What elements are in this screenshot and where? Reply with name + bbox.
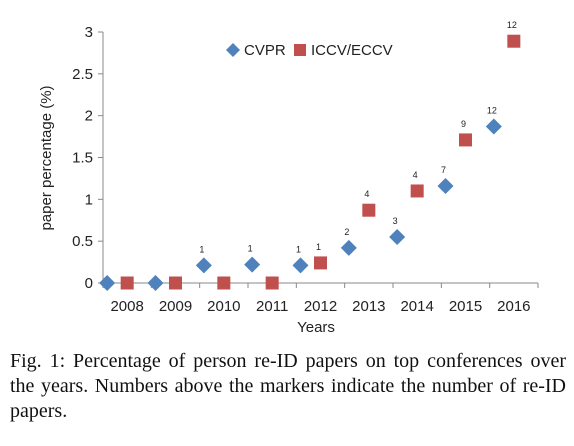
x-tick-label: 2011 (256, 298, 288, 315)
iccv-eccv-count-label: 4 (364, 189, 369, 199)
x-tick-labels: 2008 2009 2010 2011 2012 2013 2014 2015 2016 (110, 298, 530, 315)
legend-cvpr-marker (226, 43, 240, 57)
chart: 00.511.522.53 2008 2009 2010 2011 2012 2013 20… (38, 20, 539, 336)
iccv-eccv-marker (265, 276, 279, 290)
iccv-eccv-count-label: 12 (507, 20, 517, 30)
data-marks (99, 34, 521, 291)
cvpr-count-label: 7 (441, 165, 446, 175)
x-tick-label: 2008 (110, 298, 143, 315)
iccv-eccv-marker (507, 34, 521, 48)
y-tick-label: 0 (85, 275, 93, 292)
cvpr-count-label: 12 (487, 106, 497, 116)
iccv-eccv-marker (314, 256, 327, 270)
cvpr-marker (195, 257, 212, 274)
iccv-eccv-count-label: 1 (316, 242, 321, 252)
figure-caption: Fig. 1: Percentage of person re-ID paper… (10, 350, 566, 422)
cvpr-marker (437, 177, 454, 194)
x-tick-label: 2009 (159, 298, 192, 315)
legend: CVPR ICCV/ECCV (226, 42, 393, 59)
cvpr-count-label: 1 (296, 244, 301, 254)
y-tick-label: 2.5 (72, 66, 93, 83)
cvpr-marker (244, 256, 261, 273)
x-tick-label: 2010 (207, 298, 240, 315)
x-tick-label: 2015 (449, 298, 482, 315)
cvpr-count-label: 3 (393, 216, 398, 226)
iccv-eccv-count-label: 9 (461, 119, 466, 129)
cvpr-count-label: 1 (248, 244, 253, 254)
x-axis-title: Years (297, 319, 335, 336)
y-tick-label: 1.5 (72, 150, 93, 167)
y-tick-label: 2 (85, 108, 93, 125)
y-tick-labels: 0 0.5 1 1.5 2 2.5 3 (72, 24, 93, 292)
legend-iccv-eccv-marker (294, 44, 306, 56)
x-tick-label: 2016 (497, 298, 530, 315)
cvpr-count-label: 1 (199, 244, 204, 254)
x-tick-label: 2013 (352, 298, 385, 315)
x-tick-label: 2012 (304, 298, 337, 315)
cvpr-marker (147, 275, 164, 291)
y-tick-label: 0.5 (72, 233, 93, 250)
y-tick-label: 1 (85, 191, 93, 208)
cvpr-marker (292, 257, 309, 274)
iccv-eccv-marker (217, 276, 231, 290)
iccv-eccv-marker (362, 203, 376, 217)
y-axis-title: paper percentage (%) (38, 85, 55, 230)
cvpr-marker (485, 118, 502, 135)
y-tick-label: 3 (85, 24, 93, 41)
iccv-eccv-marker (169, 276, 182, 290)
cvpr-marker (340, 239, 357, 256)
iccv-eccv-count-label: 4 (413, 170, 418, 180)
cvpr-marker (99, 275, 116, 291)
cvpr-marker (389, 228, 406, 245)
legend-cvpr-label: CVPR (244, 42, 286, 59)
iccv-eccv-marker (410, 184, 424, 198)
cvpr-count-label: 2 (344, 227, 349, 237)
x-tick-label: 2014 (400, 298, 433, 315)
iccv-eccv-marker (459, 133, 472, 147)
legend-iccv-eccv-label: ICCV/ECCV (311, 42, 393, 59)
iccv-eccv-marker (120, 276, 134, 290)
